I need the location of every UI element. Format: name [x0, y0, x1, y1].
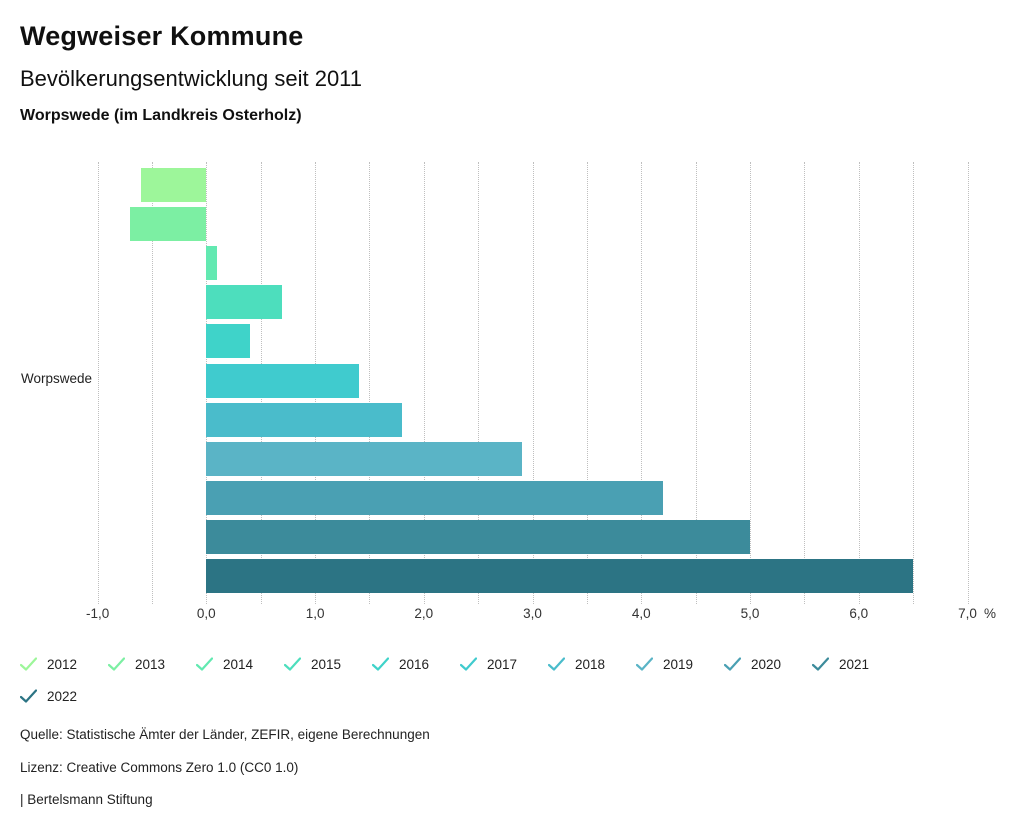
legend-item-label: 2019 — [663, 656, 694, 672]
legend-row-2: 2022 — [20, 687, 1004, 705]
x-tick-label: 6,0 — [849, 606, 869, 621]
gridline — [967, 162, 969, 604]
check-icon — [460, 657, 477, 671]
gridline — [695, 162, 697, 604]
check-icon — [196, 657, 213, 671]
check-icon — [548, 657, 565, 671]
legend-item-label: 2013 — [135, 656, 166, 672]
check-icon — [812, 657, 829, 671]
legend-item-2015[interactable]: 2015 — [284, 655, 372, 673]
bar-2022[interactable] — [206, 559, 914, 593]
bar-2016[interactable] — [206, 324, 250, 359]
check-icon — [20, 689, 37, 703]
bar-2015[interactable] — [206, 285, 283, 320]
legend-item-2018[interactable]: 2018 — [548, 655, 636, 673]
legend: 2012 2013 2014 2015 2016 2017 2018 2019 2020 2021… — [20, 655, 1004, 705]
x-tick-label: 2,0 — [414, 606, 434, 621]
legend-item-2016[interactable]: 2016 — [372, 655, 460, 673]
bar-2018[interactable] — [206, 402, 403, 437]
x-axis: % -1,0 0,0 1,0 2,0 3,0 4,0 5,0 6,0 7,0 — [0, 604, 1024, 626]
x-tick-label: 5,0 — [740, 606, 760, 621]
check-icon — [284, 657, 301, 671]
gridline — [913, 162, 915, 604]
gridline — [151, 162, 153, 604]
gridline — [858, 162, 860, 604]
legend-item-2020[interactable]: 2020 — [724, 655, 812, 673]
plot-area: Worpswede — [0, 162, 1024, 604]
bar-2021[interactable] — [206, 519, 751, 554]
gridline — [369, 162, 371, 604]
source-note: Quelle: Statistische Ämter der Länder, Z… — [20, 727, 430, 742]
check-icon — [372, 657, 389, 671]
footer: Quelle: Statistische Ämter der Länder, Z… — [20, 727, 430, 825]
x-tick-label: 4,0 — [631, 606, 651, 621]
check-icon — [636, 657, 653, 671]
gridline — [478, 162, 480, 604]
bar-2020[interactable] — [206, 480, 664, 515]
bar-2012[interactable] — [141, 168, 207, 202]
legend-item-2022[interactable]: 2022 — [20, 687, 108, 705]
legend-item-2014[interactable]: 2014 — [196, 655, 284, 673]
legend-row-1: 2012 2013 2014 2015 2016 2017 2018 2019 2020 2021 — [20, 655, 1004, 673]
check-icon — [108, 657, 125, 671]
gridline — [804, 162, 806, 604]
gridline — [423, 162, 425, 604]
legend-item-label: 2014 — [223, 656, 254, 672]
legend-item-2021[interactable]: 2021 — [812, 655, 900, 673]
bar-2013[interactable] — [130, 207, 207, 242]
brand-note: | Bertelsmann Stiftung — [20, 792, 153, 807]
bar-2017[interactable] — [206, 363, 359, 398]
gridline — [532, 162, 534, 604]
license-note: Lizenz: Creative Commons Zero 1.0 (CC0 1… — [20, 759, 299, 775]
x-tick-label: 0,0 — [196, 606, 216, 621]
gridline — [97, 162, 99, 604]
legend-item-label: 2017 — [487, 656, 518, 672]
check-icon — [724, 657, 741, 671]
chart-title: Bevölkerungsentwicklung seit 2011 — [20, 66, 363, 91]
legend-item-2019[interactable]: 2019 — [636, 655, 724, 673]
axis-unit-label: % — [984, 606, 997, 621]
legend-item-2017[interactable]: 2017 — [460, 655, 548, 673]
category-label: Worpswede — [20, 371, 92, 386]
legend-item-label: 2016 — [399, 656, 430, 672]
check-icon — [20, 657, 37, 671]
gridline — [750, 162, 751, 604]
gridline — [586, 162, 588, 604]
legend-item-label: 2015 — [311, 656, 342, 672]
legend-item-label: 2020 — [751, 656, 782, 672]
x-tick-label: 7,0 — [958, 606, 977, 621]
legend-item-label: 2018 — [575, 656, 606, 672]
bar-2014[interactable] — [206, 246, 218, 281]
chart-location-subtitle: Worpswede (im Landkreis Osterholz) — [20, 107, 302, 124]
x-tick-label: 3,0 — [523, 606, 542, 621]
legend-item-label: 2021 — [839, 656, 870, 672]
x-tick-label: 1,0 — [305, 606, 325, 621]
page-title: Wegweiser Kommune — [20, 21, 304, 51]
legend-item-2012[interactable]: 2012 — [20, 655, 108, 673]
x-tick-label: -1,0 — [85, 606, 110, 621]
legend-item-label: 2012 — [47, 656, 78, 672]
legend-item-2013[interactable]: 2013 — [108, 655, 196, 673]
bar-2019[interactable] — [206, 441, 522, 476]
gridline — [641, 162, 643, 604]
legend-item-label: 2022 — [47, 688, 78, 704]
